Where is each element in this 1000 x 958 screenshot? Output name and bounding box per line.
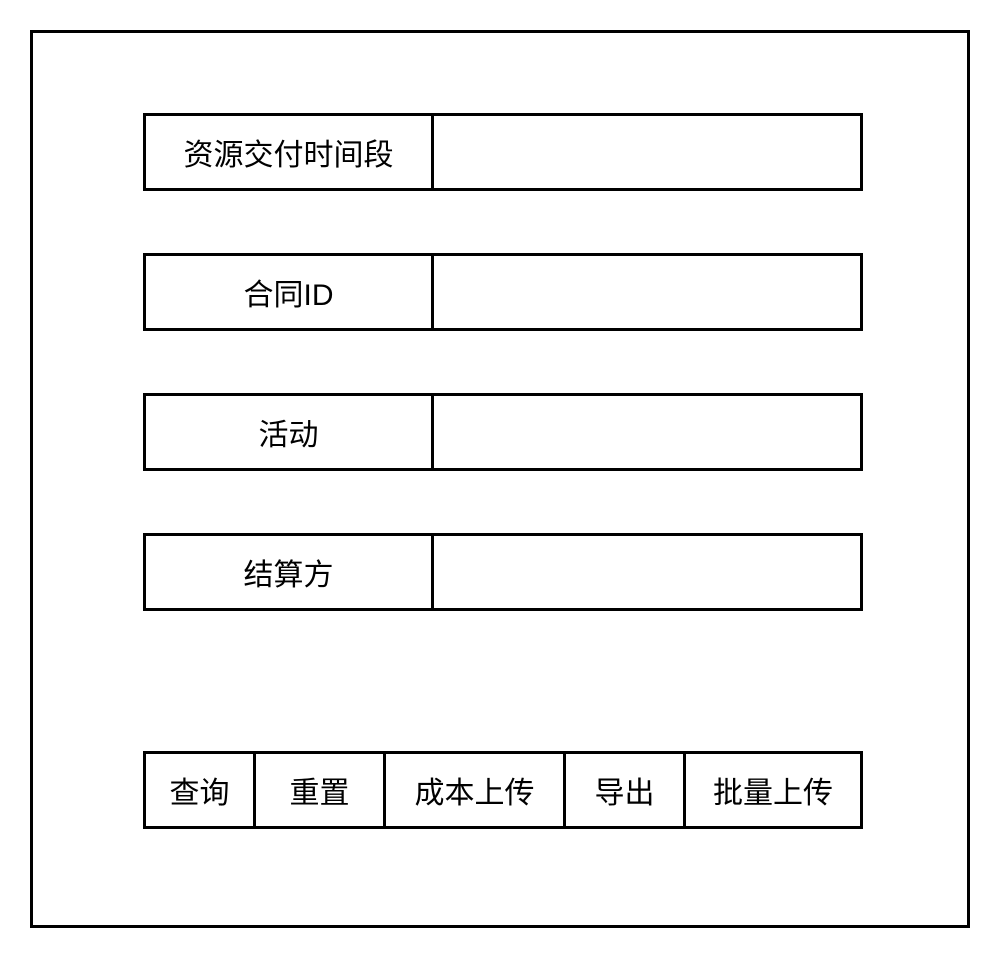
field-label-contract-id: 合同ID [146,256,434,328]
export-button[interactable]: 导出 [566,754,686,826]
field-label-delivery-period: 资源交付时间段 [146,116,434,188]
field-row-settlement-party: 结算方 [143,533,863,611]
activity-input[interactable] [434,396,860,468]
reset-button[interactable]: 重置 [256,754,386,826]
field-input-cell-delivery-period [434,116,860,188]
cost-upload-button[interactable]: 成本上传 [386,754,566,826]
settlement-party-input[interactable] [434,536,860,608]
bulk-upload-button[interactable]: 批量上传 [686,754,860,826]
field-input-cell-activity [434,396,860,468]
field-input-cell-contract-id [434,256,860,328]
query-button[interactable]: 查询 [146,754,256,826]
field-input-cell-settlement-party [434,536,860,608]
delivery-period-input[interactable] [434,116,860,188]
contract-id-input[interactable] [434,256,860,328]
field-row-delivery-period: 资源交付时间段 [143,113,863,191]
field-label-settlement-party: 结算方 [146,536,434,608]
field-row-contract-id: 合同ID [143,253,863,331]
form-fields-area: 资源交付时间段 合同ID 活动 结算方 [143,113,857,611]
field-row-activity: 活动 [143,393,863,471]
action-button-row: 查询 重置 成本上传 导出 批量上传 [143,751,863,829]
field-label-activity: 活动 [146,396,434,468]
form-panel: 资源交付时间段 合同ID 活动 结算方 查询 重置 成本上传 [30,30,970,928]
